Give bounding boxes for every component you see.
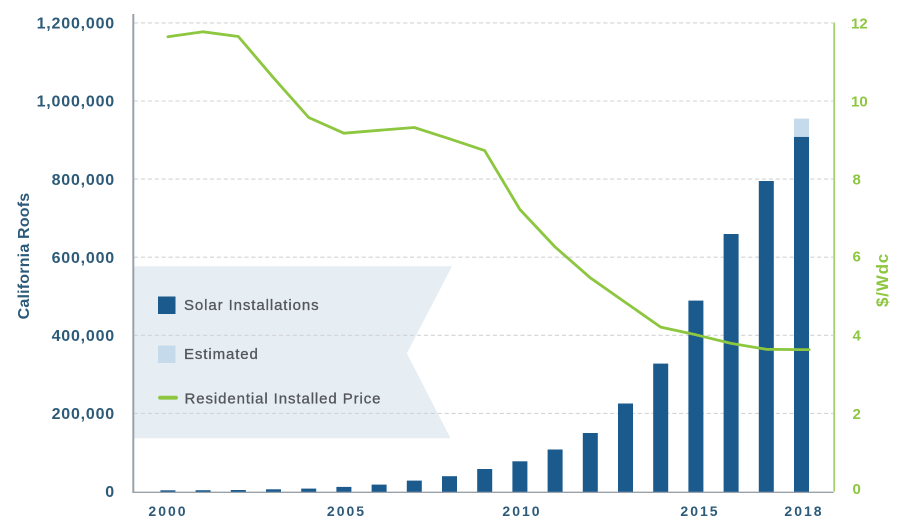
svg-text:2018: 2018	[784, 503, 823, 519]
svg-text:California Roofs: California Roofs	[16, 193, 33, 320]
svg-text:10: 10	[851, 93, 868, 110]
svg-text:800,000: 800,000	[52, 172, 115, 189]
svg-text:$/Wdc: $/Wdc	[873, 253, 892, 307]
svg-text:Residential Installed Price: Residential Installed Price	[185, 390, 382, 407]
svg-text:200,000: 200,000	[52, 406, 115, 423]
svg-text:12: 12	[851, 15, 868, 32]
svg-text:600,000: 600,000	[52, 250, 115, 267]
svg-text:1,000,000: 1,000,000	[37, 94, 115, 111]
svg-text:Estimated: Estimated	[184, 346, 259, 363]
svg-text:0: 0	[853, 481, 861, 498]
svg-text:2000: 2000	[148, 503, 187, 519]
svg-text:2: 2	[853, 406, 861, 423]
svg-text:2015: 2015	[680, 503, 719, 519]
svg-text:4: 4	[853, 328, 862, 345]
svg-text:0: 0	[105, 484, 115, 501]
svg-text:8: 8	[853, 172, 861, 189]
svg-text:Solar Installations: Solar Installations	[184, 297, 320, 314]
svg-text:6: 6	[853, 248, 861, 265]
svg-text:2005: 2005	[327, 503, 366, 519]
svg-text:400,000: 400,000	[52, 328, 115, 345]
svg-text:2010: 2010	[502, 503, 541, 519]
svg-text:1,200,000: 1,200,000	[37, 16, 115, 33]
